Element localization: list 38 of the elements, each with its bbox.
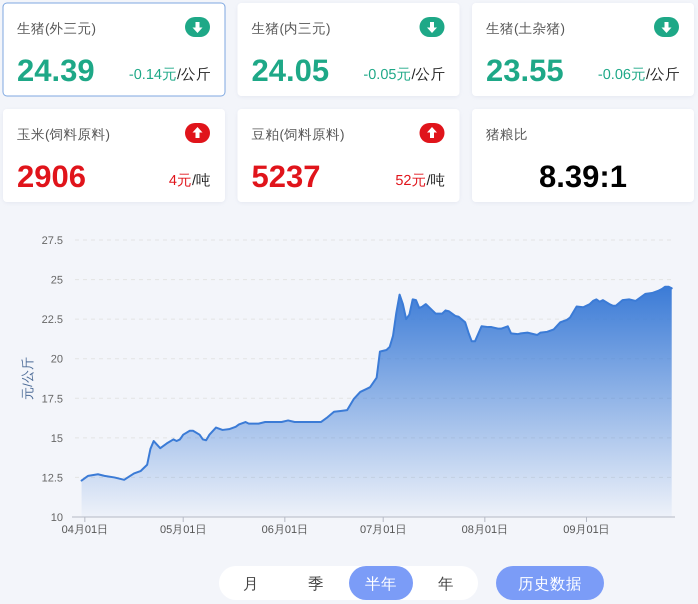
category-label: 年 — [438, 576, 454, 593]
data-label: -0.06元 — [598, 67, 646, 83]
y-tick-label: 17.5 — [42, 393, 63, 406]
x-tick-label: 04月01日 — [62, 524, 108, 536]
x-tick-label: 08月01日 — [462, 524, 508, 536]
text: /吨 — [192, 172, 211, 189]
y-tick-label: 12.5 — [42, 472, 63, 484]
y-tick-label: 27.5 — [42, 235, 63, 247]
y-tick-label: 10 — [50, 512, 63, 524]
data-label: 23.55 — [486, 53, 564, 88]
data-label: 24.05 — [252, 53, 330, 88]
y-tick-label: 25 — [50, 274, 63, 287]
data-label: 2906 — [17, 159, 86, 194]
text: 生猪(内三元) — [252, 21, 330, 36]
y-tick-label: 20 — [50, 354, 63, 366]
text: 玉米(饲料原料) — [17, 127, 110, 142]
y-axis-title: 元/公斤 — [20, 357, 35, 400]
text: /公斤 — [411, 66, 446, 83]
y-tick-label: 15 — [50, 432, 63, 445]
category-label: 月 — [243, 576, 259, 593]
x-tick-label: 09月01日 — [563, 524, 610, 536]
x-tick-label: 06月01日 — [262, 524, 308, 536]
text: /吨 — [426, 172, 446, 189]
text: 生猪(土杂猪) — [486, 21, 565, 36]
x-tick-label: 07月01日 — [360, 524, 406, 536]
text: 历史数据 — [518, 575, 582, 593]
text: 豆粕(饲料原料) — [252, 127, 344, 142]
x-tick-label: 05月01日 — [160, 524, 206, 536]
data-label: -0.05元 — [363, 67, 412, 83]
category-label: 半年 — [365, 575, 397, 593]
data-label: 4元 — [168, 173, 192, 189]
data-label: 8.39:1 — [539, 159, 627, 194]
data-label: 52元 — [395, 173, 426, 189]
text: 猪粮比 — [486, 127, 528, 142]
category-label: 季 — [308, 575, 324, 593]
text: /公斤 — [646, 66, 680, 83]
y-tick-label: 22.5 — [42, 314, 63, 326]
data-label: 5237 — [252, 159, 320, 194]
